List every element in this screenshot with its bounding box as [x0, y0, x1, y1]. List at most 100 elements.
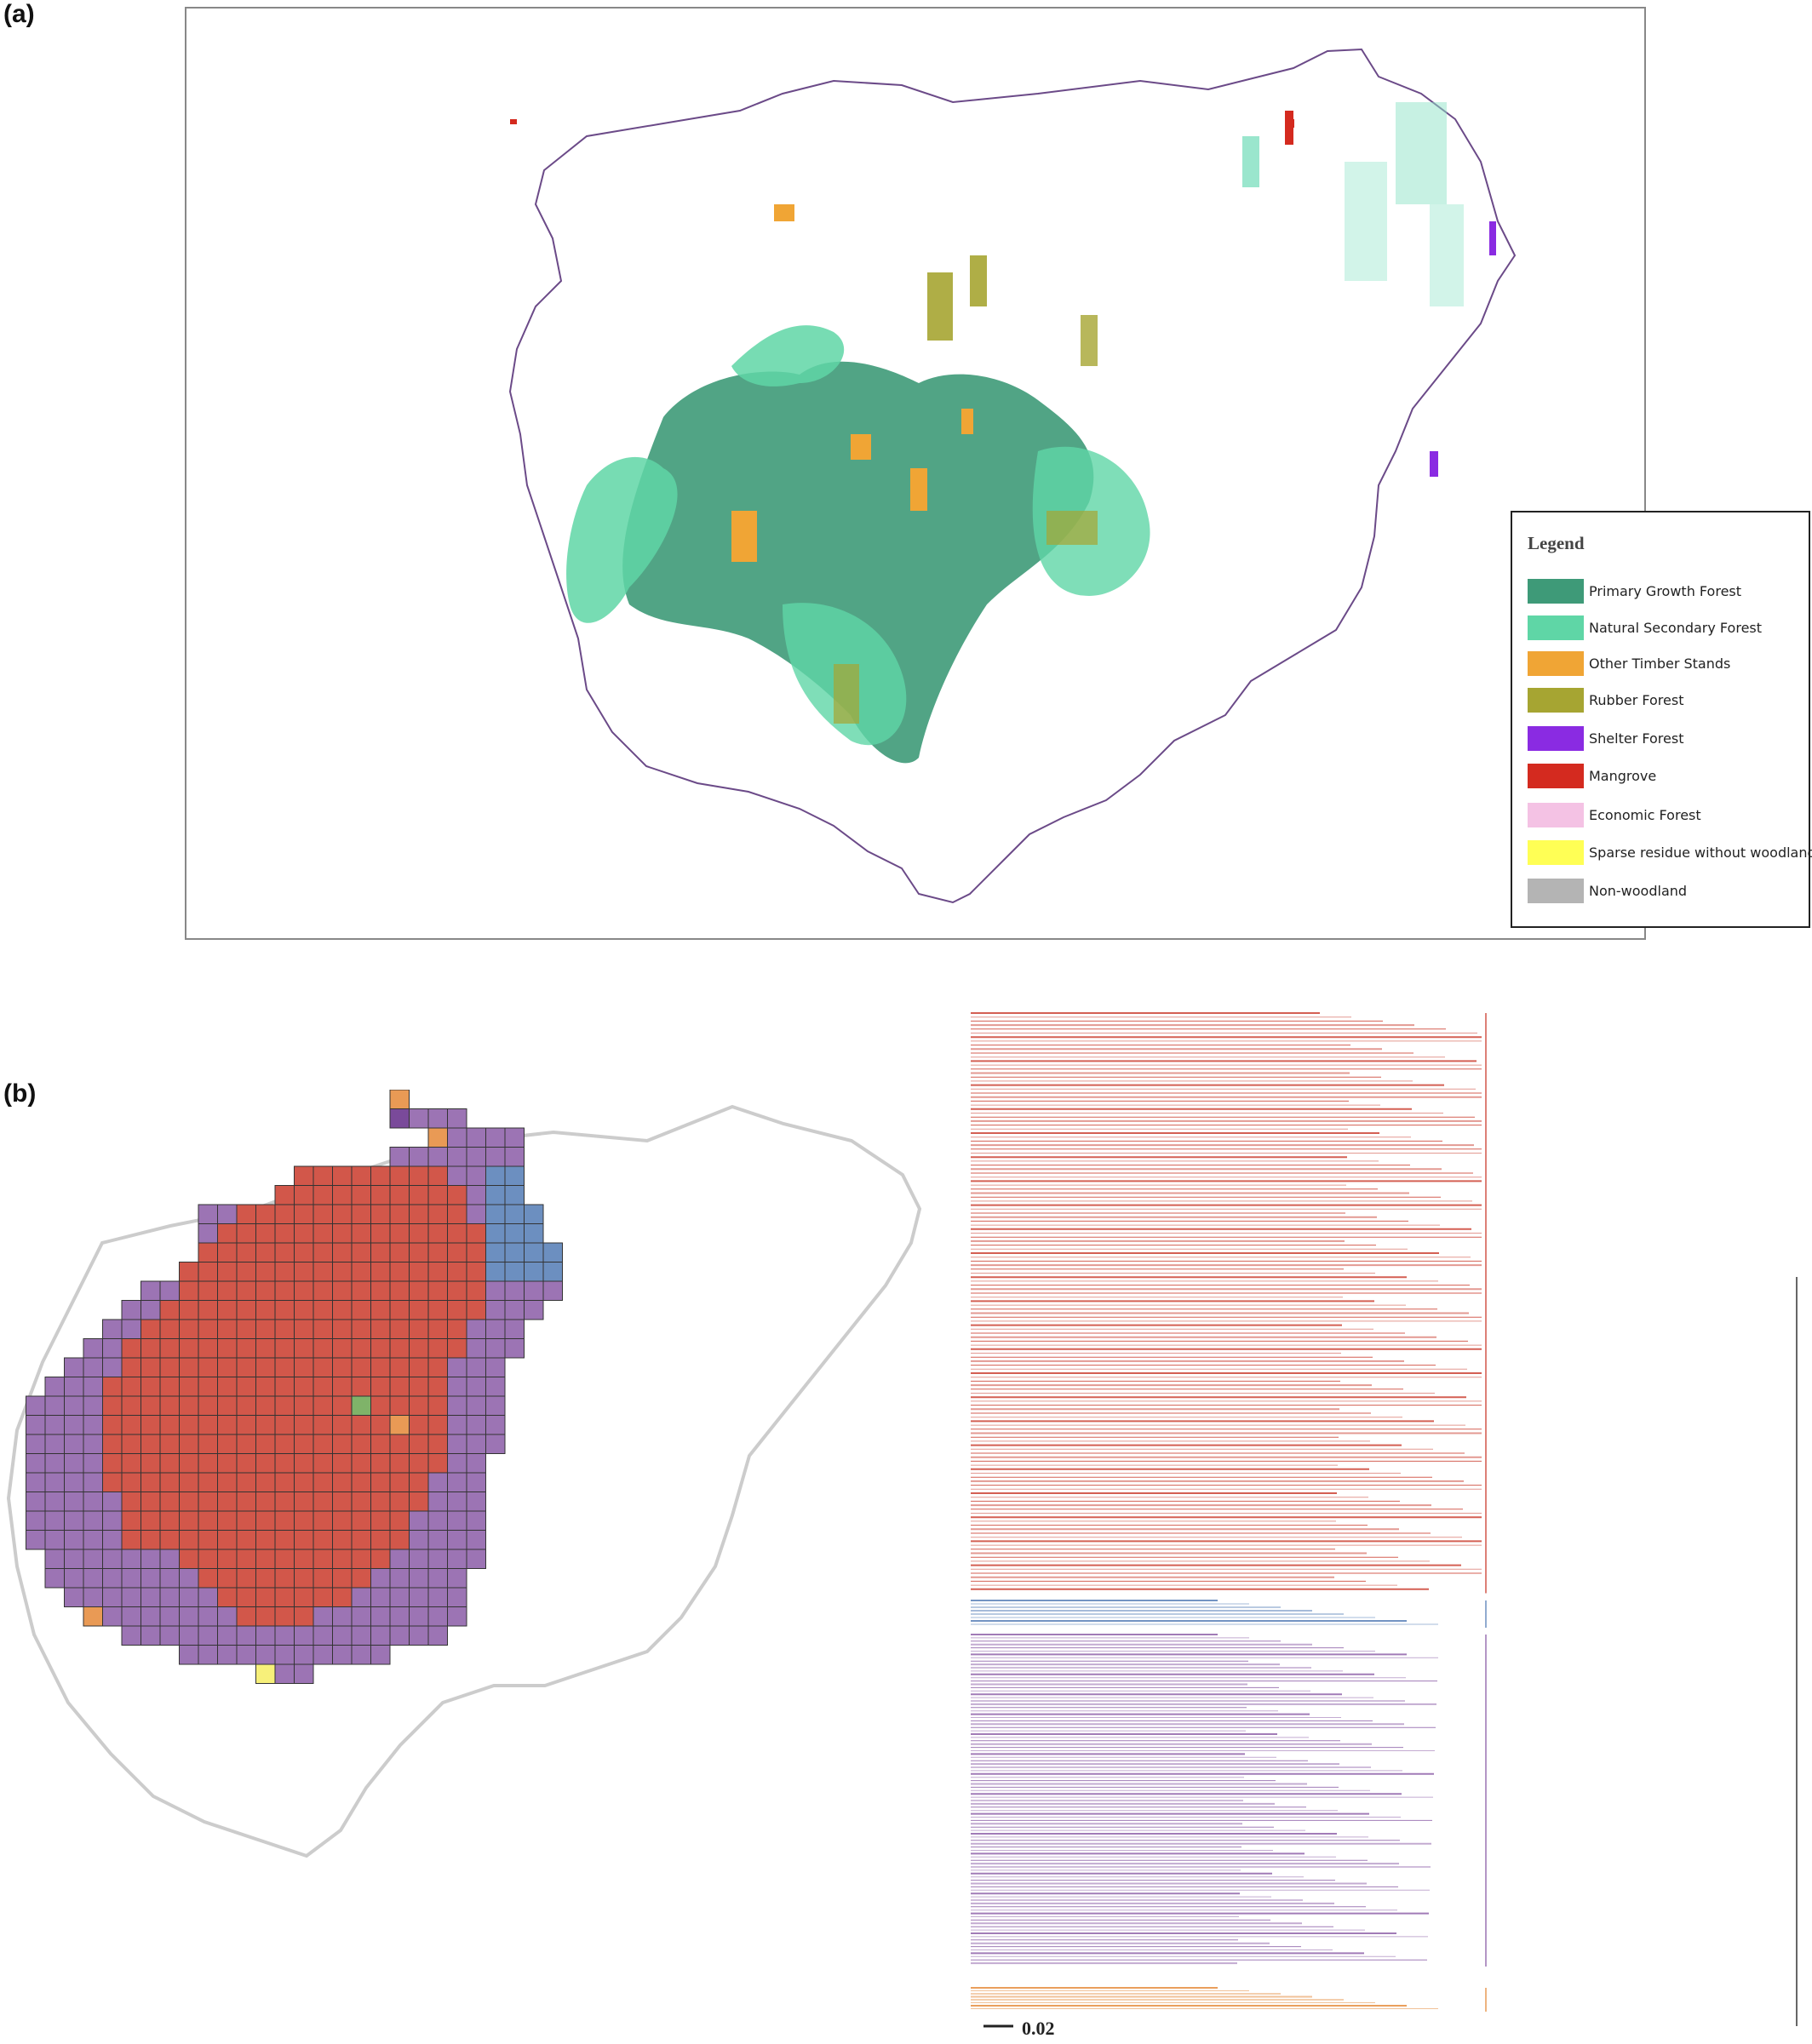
grid-cell — [198, 1395, 218, 1416]
grid-cell — [217, 1300, 238, 1320]
grid-cell — [466, 1510, 486, 1531]
shelter-forest-marks — [1430, 221, 1496, 477]
grid-cell — [370, 1357, 391, 1377]
grid-cell — [255, 1280, 276, 1301]
grid-cell — [217, 1338, 238, 1359]
grid-cell — [26, 1453, 46, 1474]
grid-cell — [274, 1300, 295, 1320]
grid-cell — [389, 1510, 410, 1531]
grid-cell — [274, 1357, 295, 1377]
grid-cell — [313, 1262, 333, 1282]
grid-cell — [217, 1472, 238, 1492]
grid-cell — [179, 1472, 199, 1492]
grid-cell — [409, 1262, 429, 1282]
grid-cell — [102, 1338, 123, 1359]
grid-cell — [274, 1223, 295, 1244]
grid-cell — [389, 1549, 410, 1569]
grid-cell — [427, 1472, 448, 1492]
grid-cell — [121, 1606, 141, 1627]
grid-cell — [159, 1319, 180, 1339]
grid-cell — [409, 1491, 429, 1512]
grid-cell — [236, 1357, 256, 1377]
grid-cell — [255, 1606, 276, 1627]
grid-cell — [26, 1415, 46, 1435]
grid-cell — [332, 1510, 353, 1531]
grid-cell — [466, 1395, 486, 1416]
grid-cell — [370, 1280, 391, 1301]
grid-cell — [389, 1491, 410, 1512]
grid-cell — [409, 1549, 429, 1569]
grid-cell — [179, 1645, 199, 1665]
grid-cell — [466, 1185, 486, 1205]
grid-cell — [313, 1377, 333, 1397]
grid-cell — [274, 1491, 295, 1512]
grid-cell — [44, 1415, 65, 1435]
grid-cell — [198, 1510, 218, 1531]
grid-cell — [102, 1395, 123, 1416]
grid-cell — [294, 1453, 314, 1474]
grid-cell — [427, 1377, 448, 1397]
grid-cell — [485, 1204, 506, 1224]
grid-cell — [159, 1300, 180, 1320]
grid-cell — [198, 1491, 218, 1512]
grid-cell — [217, 1625, 238, 1646]
grid-cell — [370, 1262, 391, 1282]
grid-cell — [83, 1587, 103, 1607]
grid-cell — [313, 1395, 333, 1416]
grid-cell — [274, 1319, 295, 1339]
grid-cell — [351, 1530, 371, 1550]
grid-cell — [255, 1587, 276, 1607]
grid-cell — [44, 1549, 65, 1569]
grid-cell — [427, 1568, 448, 1589]
grid-cell — [427, 1491, 448, 1512]
grid-cell — [236, 1491, 256, 1512]
island-outline — [508, 48, 1517, 904]
grid-cell — [389, 1357, 410, 1377]
grid-cell — [179, 1625, 199, 1646]
grid-cell — [255, 1242, 276, 1262]
grid-cell — [332, 1185, 353, 1205]
grid-cell — [332, 1204, 353, 1224]
grid-cell — [370, 1606, 391, 1627]
grid-cell — [313, 1242, 333, 1262]
grid-cell — [466, 1204, 486, 1224]
grid-cell — [389, 1530, 410, 1550]
legend-label: Rubber Forest — [1589, 692, 1684, 708]
grid-cell — [140, 1300, 161, 1320]
grid-cell — [370, 1223, 391, 1244]
grid-cell — [389, 1185, 410, 1205]
grid-cell — [370, 1453, 391, 1474]
legend-swatch — [1528, 803, 1584, 827]
grid-cell — [370, 1530, 391, 1550]
grid-cell — [64, 1453, 84, 1474]
grid-cell — [370, 1434, 391, 1454]
grid-cell — [64, 1472, 84, 1492]
phylogenetic-tree — [971, 1012, 1798, 2028]
grid-cell — [179, 1319, 199, 1339]
grid-cell — [332, 1262, 353, 1282]
grid-cell — [313, 1587, 333, 1607]
grid-cell — [83, 1453, 103, 1474]
grid-cell — [140, 1338, 161, 1359]
grid-cell — [409, 1625, 429, 1646]
grid-cell — [255, 1625, 276, 1646]
legend-item: Sparse residue without woodland — [1528, 840, 1812, 867]
grid-cell — [389, 1472, 410, 1492]
grid-cell — [64, 1568, 84, 1589]
grid-cell — [370, 1338, 391, 1359]
grid-cell — [466, 1165, 486, 1186]
grid-cell — [409, 1395, 429, 1416]
grid-cell — [26, 1491, 46, 1512]
grid-cell — [389, 1300, 410, 1320]
grid-cell — [351, 1223, 371, 1244]
grid-cell — [83, 1395, 103, 1416]
grid-cell — [332, 1223, 353, 1244]
grid-cell — [255, 1472, 276, 1492]
grid-cell — [313, 1568, 333, 1589]
grid-cell — [313, 1606, 333, 1627]
grid-cell — [447, 1242, 467, 1262]
grid-cell — [255, 1300, 276, 1320]
grid-cell — [217, 1549, 238, 1569]
grid-cell — [255, 1204, 276, 1224]
grid-cell — [274, 1587, 295, 1607]
